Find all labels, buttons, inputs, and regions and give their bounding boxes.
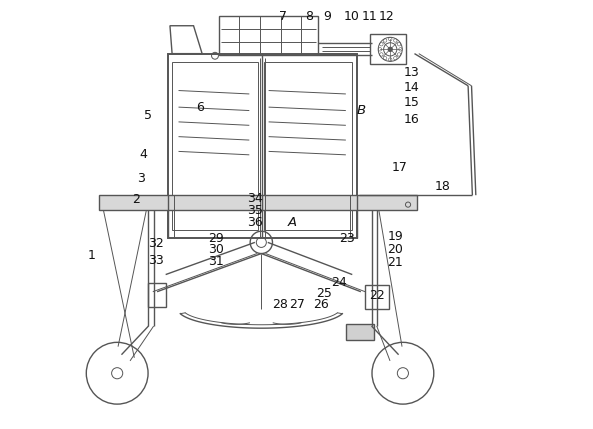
Bar <box>172 62 258 230</box>
Text: 28: 28 <box>272 298 288 311</box>
Text: 26: 26 <box>314 298 329 311</box>
Bar <box>264 62 352 230</box>
Text: 5: 5 <box>145 109 152 122</box>
Text: B: B <box>356 104 365 117</box>
Text: 17: 17 <box>391 161 407 174</box>
Text: 22: 22 <box>369 289 385 302</box>
Text: 9: 9 <box>323 10 331 23</box>
Text: 3: 3 <box>137 172 145 184</box>
Bar <box>365 285 389 309</box>
Text: 6: 6 <box>196 101 204 114</box>
Text: 31: 31 <box>208 255 224 268</box>
Text: 8: 8 <box>305 10 313 23</box>
Text: 35: 35 <box>247 204 263 217</box>
Bar <box>346 324 374 340</box>
Text: 18: 18 <box>435 180 450 193</box>
Circle shape <box>388 47 393 51</box>
Text: 4: 4 <box>139 148 147 161</box>
Bar <box>148 283 165 307</box>
Text: 34: 34 <box>247 192 263 205</box>
Text: 19: 19 <box>387 230 403 243</box>
Text: 21: 21 <box>387 256 403 269</box>
Text: 10: 10 <box>343 10 359 23</box>
Text: 24: 24 <box>331 276 347 289</box>
Text: 32: 32 <box>148 237 164 250</box>
Text: 11: 11 <box>362 10 377 23</box>
Text: 12: 12 <box>379 10 394 23</box>
Bar <box>168 54 356 238</box>
Text: 15: 15 <box>403 97 419 109</box>
Text: 29: 29 <box>208 232 224 245</box>
Bar <box>370 34 406 64</box>
Text: 16: 16 <box>404 113 419 126</box>
Text: 7: 7 <box>279 10 287 23</box>
Text: 33: 33 <box>148 254 164 267</box>
Text: 2: 2 <box>132 193 139 206</box>
Text: A: A <box>288 216 296 229</box>
Bar <box>99 195 417 210</box>
Text: 20: 20 <box>387 243 403 256</box>
Bar <box>219 16 318 55</box>
Text: 27: 27 <box>289 298 305 311</box>
Text: 23: 23 <box>339 232 355 245</box>
Text: 25: 25 <box>317 287 332 300</box>
Polygon shape <box>170 26 202 54</box>
Text: 13: 13 <box>404 66 419 79</box>
Text: 36: 36 <box>247 216 263 229</box>
Text: 1: 1 <box>88 249 95 262</box>
Text: 30: 30 <box>208 243 224 256</box>
Text: 14: 14 <box>404 82 419 94</box>
